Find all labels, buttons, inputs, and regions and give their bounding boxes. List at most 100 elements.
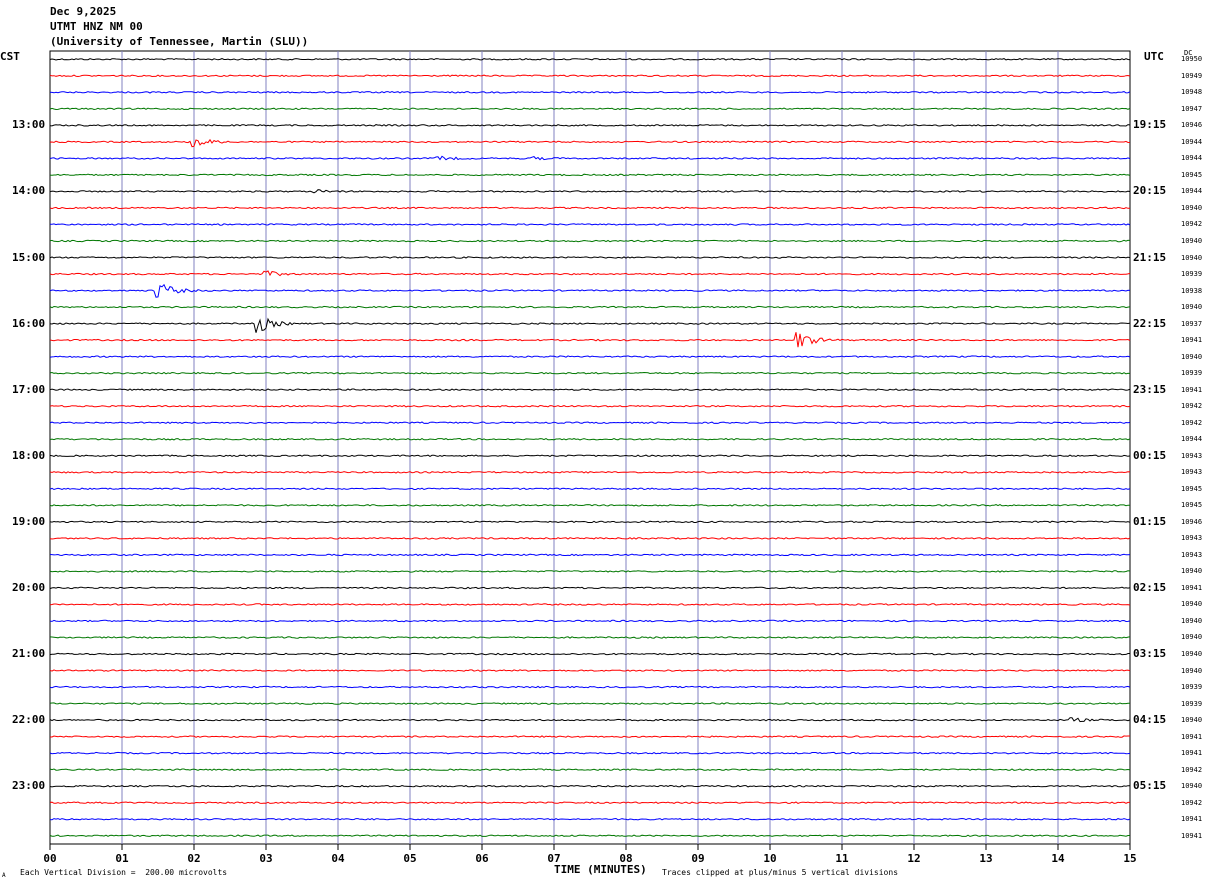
dc-offset-value: 10946 xyxy=(1181,517,1203,526)
dc-offset-value: 10946 xyxy=(1181,121,1203,130)
dc-offset-value: 10941 xyxy=(1181,831,1203,840)
trace-line xyxy=(49,454,1131,458)
dc-offset-value: 10941 xyxy=(1181,336,1203,345)
trace-line xyxy=(49,107,1131,111)
dc-offset-value: 10944 xyxy=(1181,154,1203,163)
trace-line xyxy=(49,332,1131,348)
dc-offset-value: 10947 xyxy=(1181,104,1203,113)
trace-line xyxy=(49,256,1131,259)
dc-offset-value: 10940 xyxy=(1181,303,1203,312)
dc-offset-value: 10940 xyxy=(1181,253,1203,262)
utc-hour-label: 05:15 xyxy=(1133,779,1167,793)
trace-line xyxy=(49,652,1130,656)
utc-hour-label: 22:15 xyxy=(1133,316,1167,330)
cst-hour-label: 16:00 xyxy=(12,316,46,330)
dc-offset-value: 10940 xyxy=(1181,616,1203,625)
dc-offset-value: 10940 xyxy=(1181,782,1203,791)
dc-offset-value: 10944 xyxy=(1181,137,1203,146)
cst-hour-label: 22:00 xyxy=(12,713,46,727)
trace-line xyxy=(49,735,1130,738)
trace-line xyxy=(49,834,1130,837)
dc-offset-value: 10945 xyxy=(1181,170,1203,179)
trace-line xyxy=(49,570,1131,573)
dc-offset-value: 10944 xyxy=(1181,435,1203,444)
trace-line xyxy=(49,717,1131,723)
dc-label: DC xyxy=(1184,49,1193,57)
dc-offset-value: 10940 xyxy=(1181,352,1203,361)
trace-line xyxy=(49,404,1131,408)
dc-offset-value: 10940 xyxy=(1181,650,1203,658)
x-tick-label: 03 xyxy=(259,852,273,865)
dc-offset-value: 10939 xyxy=(1181,683,1203,692)
cst-hour-label: 19:00 xyxy=(12,514,46,528)
utc-zone-label: UTC xyxy=(1144,50,1164,63)
trace-line xyxy=(49,270,1131,277)
trace-line xyxy=(49,537,1131,540)
dc-offset-value: 10945 xyxy=(1181,484,1203,493)
dc-offset-value: 10942 xyxy=(1181,765,1203,774)
dc-offset-value: 10942 xyxy=(1181,402,1203,411)
trace-line xyxy=(49,520,1131,524)
trace-line xyxy=(49,305,1131,309)
dc-offset-value: 10940 xyxy=(1181,633,1203,642)
dc-offset-value: 10945 xyxy=(1181,501,1203,510)
cst-hour-label: 18:00 xyxy=(12,448,46,462)
dc-offset-value: 10937 xyxy=(1181,319,1203,328)
x-tick-label: 04 xyxy=(331,852,345,865)
cst-hour-label: 23:00 xyxy=(12,779,46,793)
dc-offset-value: 10940 xyxy=(1181,666,1203,675)
scale-note: Each Vertical Division = 200.00 microvol… xyxy=(20,868,228,877)
x-tick-label: 09 xyxy=(691,852,705,865)
x-axis-title: TIME (MINUTES) xyxy=(554,863,647,876)
utc-hour-label: 00:15 xyxy=(1133,448,1167,462)
dc-offset-value: 10938 xyxy=(1181,286,1203,295)
dc-offset-value: 10950 xyxy=(1181,55,1203,64)
trace-line xyxy=(49,504,1131,507)
dc-offset-value: 10939 xyxy=(1181,270,1203,279)
trace-line xyxy=(49,603,1131,606)
dc-offset-value: 10940 xyxy=(1181,716,1203,725)
utc-hour-label: 20:15 xyxy=(1133,184,1167,198)
trace-line xyxy=(49,586,1131,590)
cst-zone-label: CST xyxy=(0,50,20,63)
station-code: UTMT HNZ NM 00 xyxy=(50,20,143,33)
dc-offset-value: 10940 xyxy=(1181,236,1203,245)
trace-line xyxy=(50,223,1131,226)
x-tick-label: 10 xyxy=(763,852,777,865)
trace-line xyxy=(49,189,1131,194)
utc-hour-label: 19:15 xyxy=(1133,118,1167,132)
utc-hour-label: 01:15 xyxy=(1133,514,1167,528)
dc-offset-value: 10941 xyxy=(1181,385,1203,394)
trace-line xyxy=(49,685,1131,689)
trace-line xyxy=(49,421,1131,424)
trace-line xyxy=(49,619,1131,623)
trace-line xyxy=(49,768,1131,771)
dc-offset-value: 10940 xyxy=(1181,567,1203,576)
cst-hour-label: 20:00 xyxy=(12,580,46,594)
dc-offset-value: 10944 xyxy=(1181,187,1203,196)
dc-offset-value: 10941 xyxy=(1181,732,1203,741)
trace-line xyxy=(49,239,1131,243)
utc-hour-label: 02:15 xyxy=(1133,580,1167,594)
trace-line xyxy=(49,173,1131,177)
institution-name: (University of Tennessee, Martin (SLU)) xyxy=(50,35,309,48)
x-tick-label: 14 xyxy=(1051,852,1065,865)
trace-line xyxy=(49,751,1131,755)
x-tick-label: 01 xyxy=(115,852,129,865)
cst-hour-label: 21:00 xyxy=(12,647,46,660)
dc-offset-value: 10941 xyxy=(1181,749,1203,758)
x-tick-label: 05 xyxy=(403,852,417,865)
dc-offset-value: 10942 xyxy=(1181,220,1203,229)
trace-line xyxy=(49,471,1131,474)
trace-line xyxy=(49,636,1131,639)
dc-offset-value: 10939 xyxy=(1181,699,1203,708)
dc-offset-value: 10943 xyxy=(1181,451,1203,460)
trace-line xyxy=(49,702,1130,705)
trace-line xyxy=(49,801,1130,804)
x-tick-label: 06 xyxy=(475,852,489,865)
plot-date: Dec 9,2025 xyxy=(50,5,117,18)
trace-line xyxy=(49,138,1131,148)
dc-offset-value: 10943 xyxy=(1181,534,1203,543)
x-tick-label: 07 xyxy=(547,852,561,865)
cst-hour-label: 15:00 xyxy=(12,250,46,264)
